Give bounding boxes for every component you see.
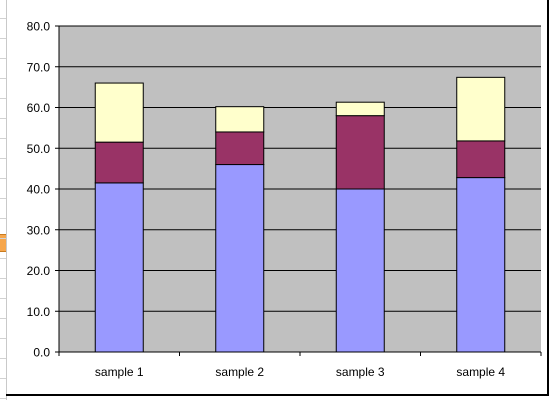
tick-labels: 0.0 10.0 20.0 30.0 40.0 50.0 60.0 70.0 80.0 sampl… — [27, 20, 506, 380]
spreadsheet-row-line — [0, 398, 6, 399]
spreadsheet-row-edge — [0, 0, 7, 400]
spreadsheet-row-line — [0, 118, 6, 119]
bar-segment — [456, 76, 506, 142]
bar-segment — [94, 182, 144, 353]
spreadsheet-row-line — [0, 138, 6, 139]
spreadsheet-row-line — [0, 58, 6, 59]
spreadsheet-row-line — [0, 98, 6, 99]
spreadsheet-row-line — [0, 18, 6, 19]
y-tick-label: 50.0 — [27, 142, 51, 156]
bar-segment — [215, 131, 265, 166]
y-tick-label: 0.0 — [33, 346, 50, 360]
spreadsheet-row-line — [0, 198, 6, 199]
spreadsheet-row-line — [0, 338, 6, 339]
chart-area-border — [6, 0, 549, 396]
y-tick-label: 30.0 — [27, 223, 51, 237]
spreadsheet-row-line — [0, 258, 6, 259]
spreadsheet-row-line — [0, 218, 6, 219]
x-tick-label: sample 1 — [95, 365, 144, 379]
bar-segment — [94, 141, 144, 184]
bars — [94, 76, 506, 353]
spreadsheet-row-line — [0, 238, 6, 239]
spreadsheet-row-line — [0, 358, 6, 359]
y-tick-label: 10.0 — [27, 305, 51, 319]
bar-segment — [335, 115, 385, 190]
bar-segment — [94, 82, 144, 143]
bar-segment — [215, 164, 265, 353]
bar-segment — [335, 101, 385, 117]
bar-segment — [335, 188, 385, 353]
axes — [55, 25, 542, 356]
y-tick-label: 40.0 — [27, 183, 51, 197]
spreadsheet-row-line — [0, 298, 6, 299]
selected-row-marker — [0, 234, 6, 252]
spreadsheet-row-line — [0, 38, 6, 39]
x-tick-label: sample 2 — [215, 365, 264, 379]
x-tick-label: sample 4 — [456, 365, 505, 379]
bar-segment — [456, 140, 506, 179]
y-tick-label: 80.0 — [27, 20, 51, 34]
spreadsheet-row-line — [0, 318, 6, 319]
y-tick-label: 70.0 — [27, 60, 51, 74]
bar-segment — [215, 106, 265, 133]
spreadsheet-row-line — [0, 78, 6, 79]
spreadsheet-row-line — [0, 278, 6, 279]
bar-segment — [456, 177, 506, 353]
y-tick-label: 60.0 — [27, 101, 51, 115]
x-tick-label: sample 3 — [336, 365, 385, 379]
spreadsheet-row-line — [0, 158, 6, 159]
spreadsheet-row-line — [0, 178, 6, 179]
y-tick-label: 20.0 — [27, 264, 51, 278]
spreadsheet-row-line — [0, 378, 6, 379]
